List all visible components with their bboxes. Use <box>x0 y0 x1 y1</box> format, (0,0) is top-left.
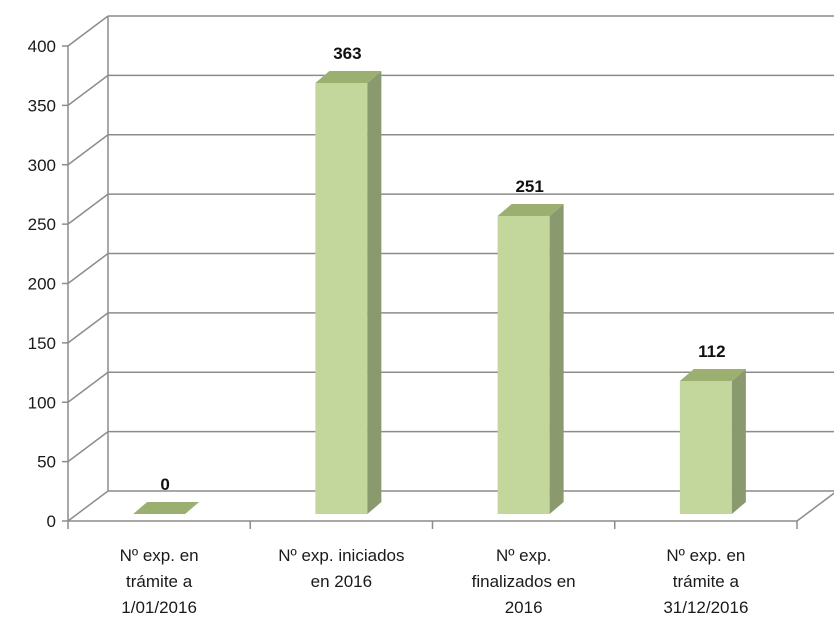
x-category-label: Nº exp. finalizados en 2016 <box>472 546 576 617</box>
y-tick-label: 300 <box>28 156 56 175</box>
y-tick-label: 150 <box>28 334 56 353</box>
gridline-diagonal <box>67 15 109 47</box>
bar-side <box>549 203 564 514</box>
gridline-diagonal <box>67 134 109 166</box>
gridline-diagonal <box>67 252 109 285</box>
y-tick-label: 400 <box>28 37 56 56</box>
gridline-diagonal <box>67 431 109 463</box>
bar-side <box>731 369 746 514</box>
y-tick-label: 350 <box>28 96 56 115</box>
bar-top <box>133 502 200 514</box>
y-tick-label: 0 <box>47 512 56 531</box>
gridline-diagonal <box>67 74 109 106</box>
y-tick-label: 50 <box>37 453 56 472</box>
axes <box>62 45 834 529</box>
y-tick-label: 100 <box>28 393 56 412</box>
bar-front <box>679 381 732 514</box>
data-label: 363 <box>333 44 361 63</box>
bar <box>679 369 746 514</box>
floor-edge <box>796 492 834 522</box>
bar <box>315 70 382 514</box>
y-tick-label: 200 <box>28 275 56 294</box>
data-label: 112 <box>698 342 725 361</box>
bar-front <box>315 82 368 514</box>
gridline-diagonal <box>67 371 109 403</box>
x-category-label: Nº exp. en trámite a 31/12/2016 <box>663 546 748 617</box>
bar-top <box>679 369 746 381</box>
gridline-diagonal <box>67 490 109 522</box>
y-tick-label: 250 <box>28 215 56 234</box>
bars <box>133 70 746 514</box>
gridline-diagonal <box>67 193 109 225</box>
gridline-diagonal <box>67 312 109 344</box>
bar <box>133 502 200 514</box>
bar <box>497 203 564 514</box>
bar-side <box>367 70 382 514</box>
x-axis-category-labels: Nº exp. en trámite a 1/01/2016 Nº exp. inic… <box>120 546 749 617</box>
bar-front <box>497 215 550 514</box>
x-category-label: Nº exp. iniciados en 2016 <box>278 546 404 591</box>
data-label: 0 <box>160 475 169 494</box>
x-category-label: Nº exp. en trámite a 1/01/2016 <box>120 546 199 617</box>
bar-top <box>315 70 382 83</box>
bar-top <box>497 203 564 216</box>
data-labels: 0 363 251 112 <box>160 44 725 494</box>
data-label: 251 <box>515 177 543 196</box>
gridlines <box>67 15 834 522</box>
y-axis-tick-labels: 0 50 100 150 200 250 300 350 400 <box>28 37 56 531</box>
